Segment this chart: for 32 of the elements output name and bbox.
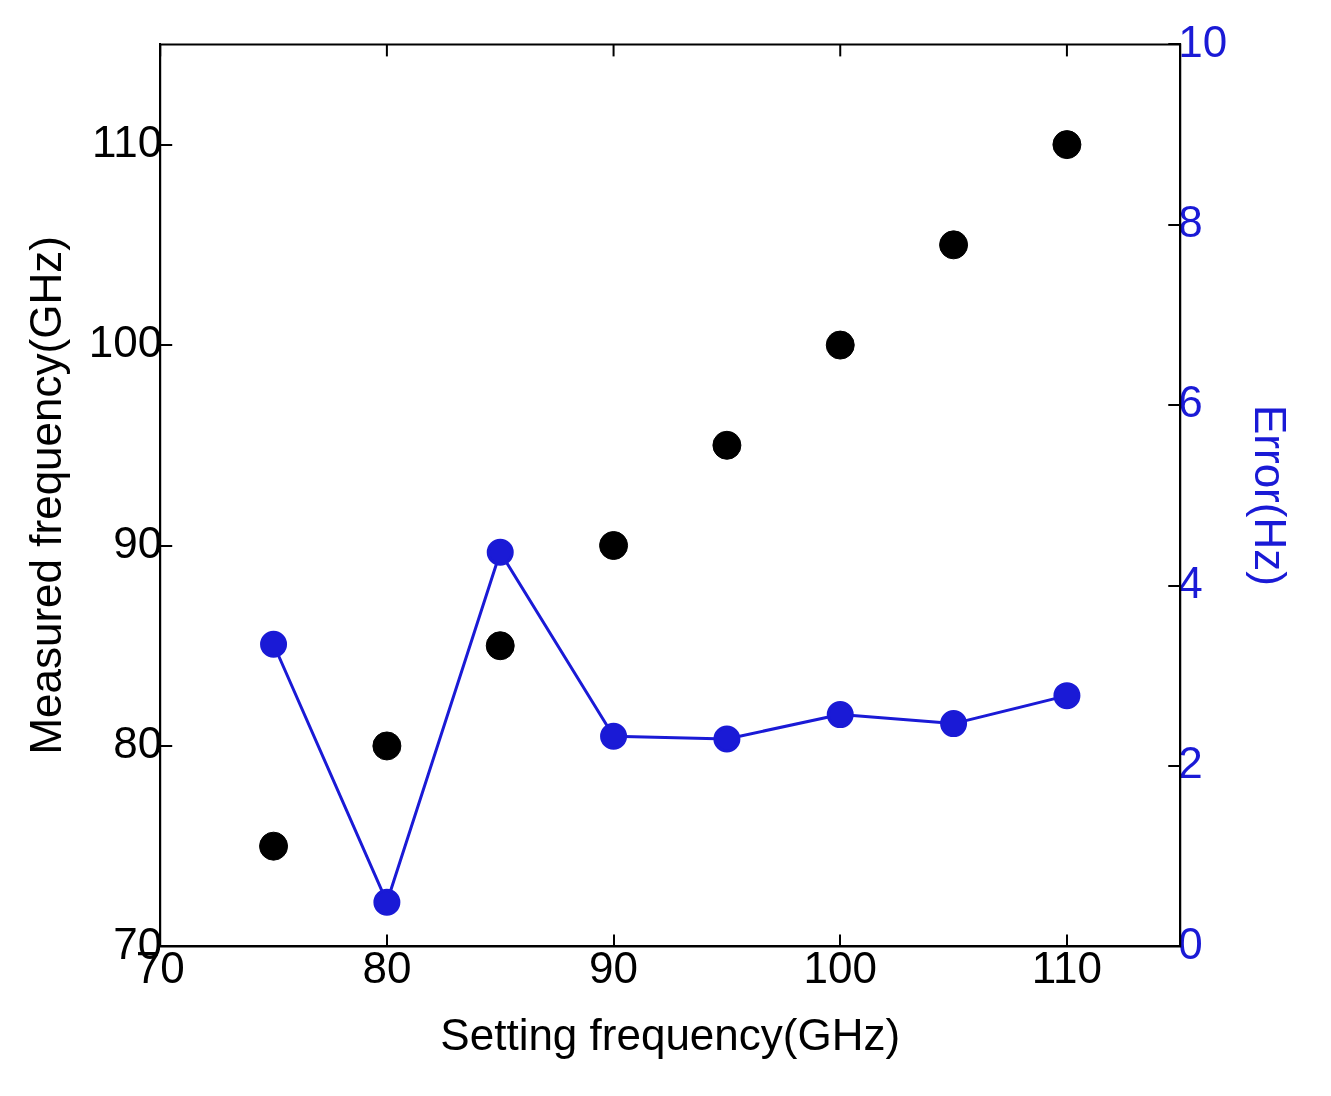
point (940, 710, 968, 738)
point (485, 631, 515, 661)
point (939, 230, 969, 260)
y2-tick-label: 8 (1178, 196, 1203, 246)
point (825, 330, 855, 360)
y2-tick-label: 10 (1178, 16, 1228, 66)
y2-tick-label: 0 (1178, 918, 1203, 968)
x-tick-label: 100 (803, 942, 877, 992)
point (259, 831, 289, 861)
y-axis-title: Measured frequency(GHz) (20, 236, 70, 755)
point (826, 701, 854, 729)
y2-tick-label: 2 (1178, 738, 1203, 788)
y-tick-label: 110 (92, 116, 163, 166)
y-tick-label: 80 (113, 718, 163, 768)
point (1052, 130, 1082, 160)
point (713, 725, 741, 753)
point (712, 430, 742, 460)
y2-axis-title: Error(Hz) (1246, 404, 1296, 586)
x-axis-title: Setting frequency(GHz) (440, 1009, 901, 1059)
y-tick-label: 90 (113, 517, 163, 567)
point (373, 888, 401, 916)
y2-tick-label: 6 (1178, 377, 1203, 427)
point (260, 630, 288, 658)
point (1053, 682, 1081, 710)
x-tick-label: 110 (1031, 942, 1102, 992)
point (486, 538, 514, 566)
point (599, 531, 629, 561)
x-tick-label: 90 (589, 942, 639, 992)
x-tick-label: 80 (362, 942, 412, 992)
point (372, 731, 402, 761)
point (600, 722, 628, 750)
y-tick-label: 100 (88, 317, 163, 367)
